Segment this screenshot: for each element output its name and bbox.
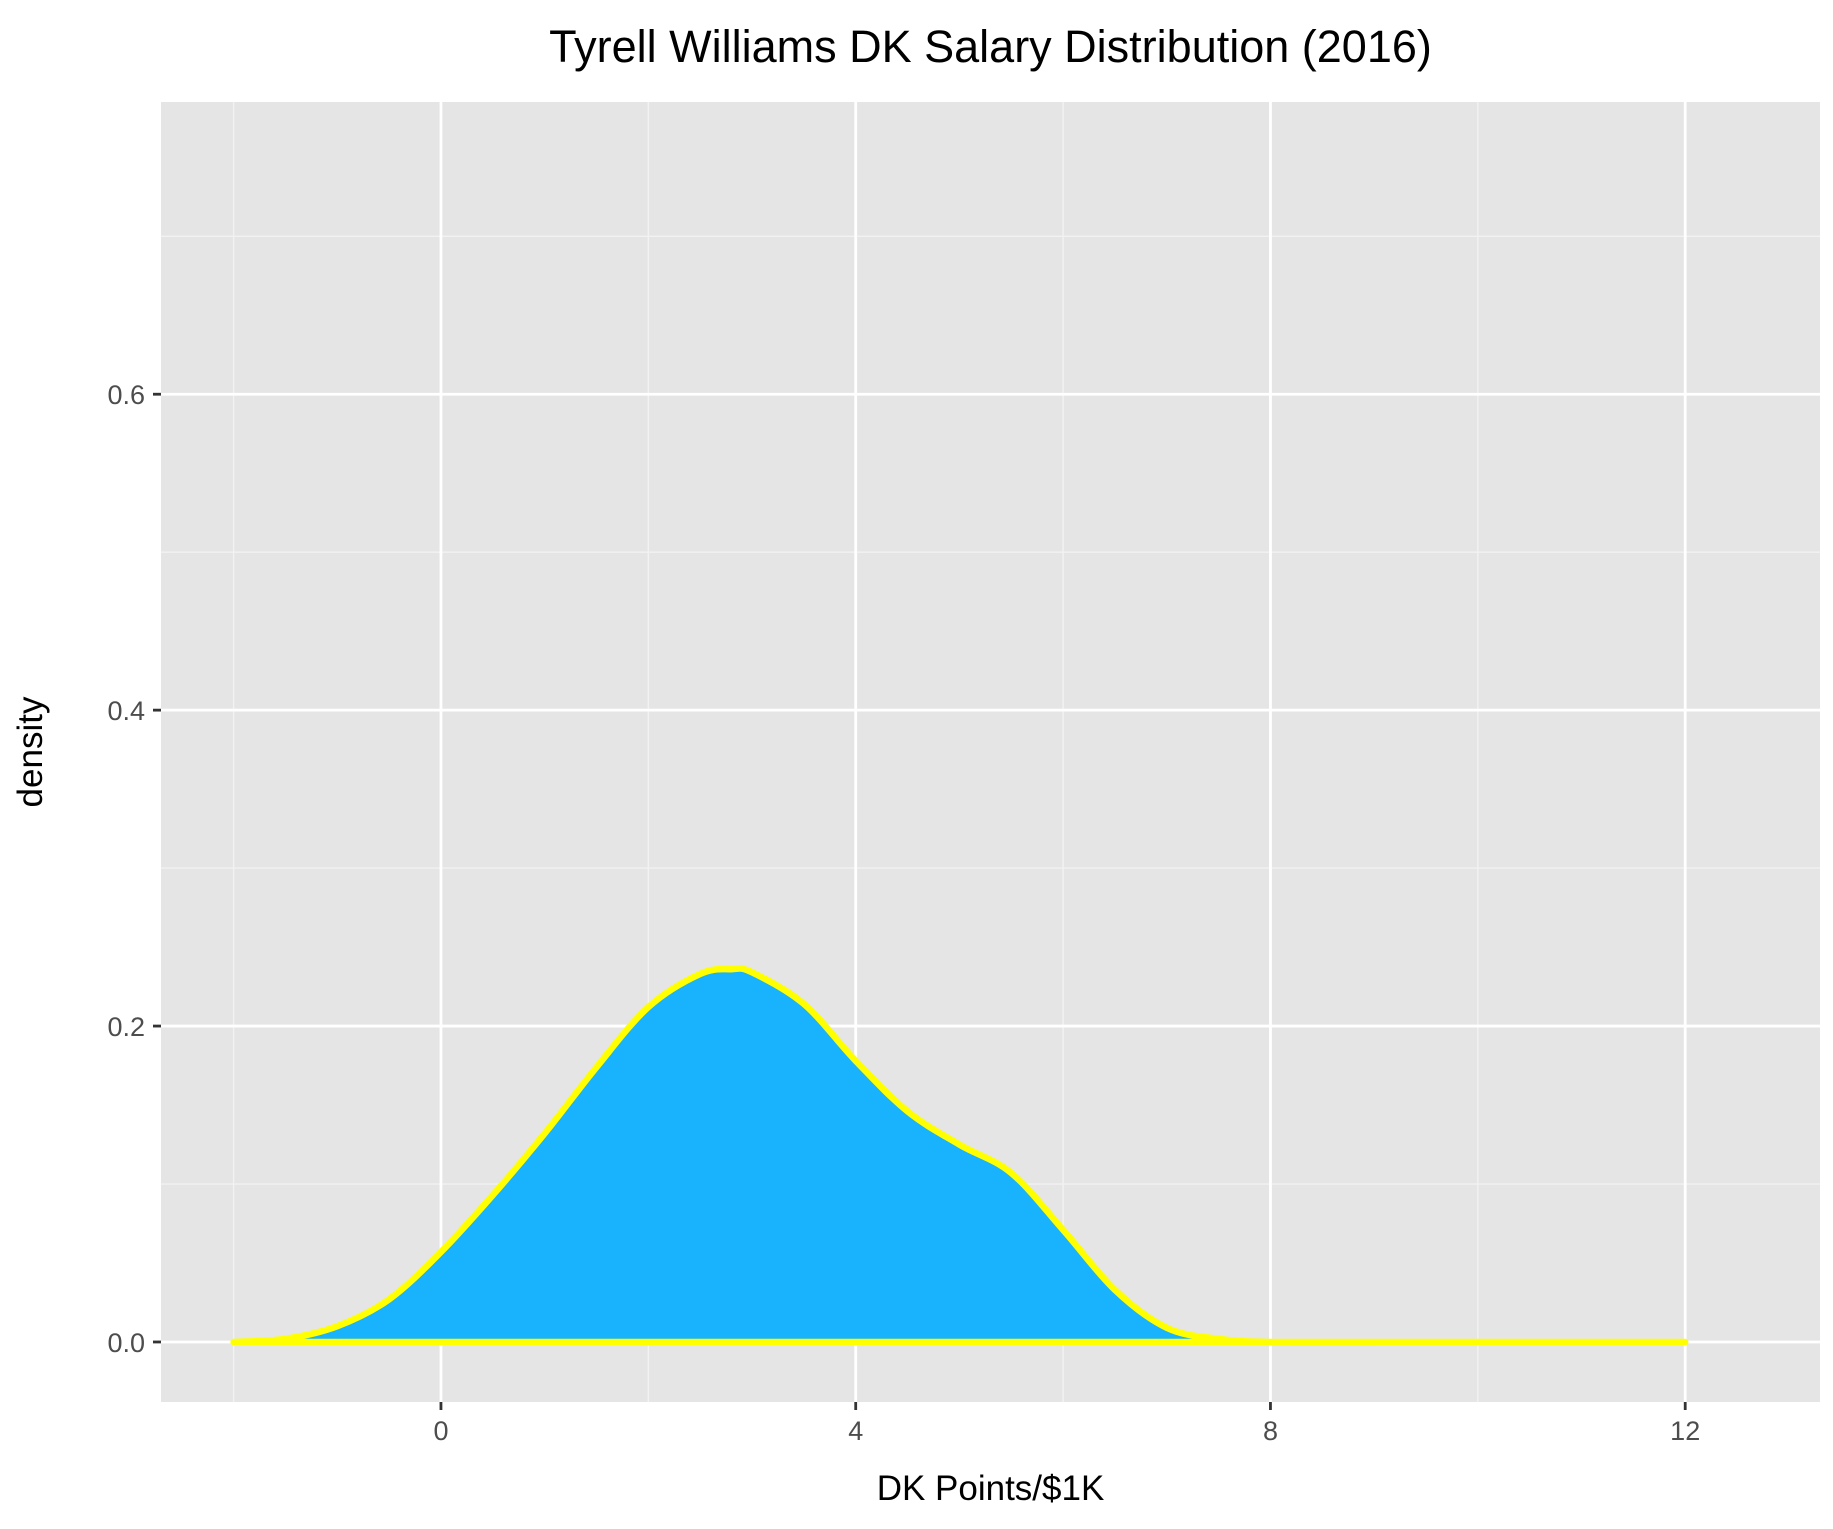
y-axis-title: density xyxy=(11,696,50,807)
axis-ticks xyxy=(153,392,1687,1410)
grid-minor-lines xyxy=(161,102,1820,1402)
x-tick-label: 0 xyxy=(433,1416,448,1446)
y-tick-label: 0.2 xyxy=(107,1012,145,1042)
y-tick-label: 0.4 xyxy=(107,696,145,726)
tick-labels: 0 4 8 12 0.0 0.2 0.4 0.6 xyxy=(107,380,1700,1446)
chart-title: Tyrell Williams DK Salary Distribution (… xyxy=(549,21,1432,72)
y-tick-label: 0.6 xyxy=(107,380,145,410)
series-layer xyxy=(230,965,1689,1346)
density-outline xyxy=(230,965,1689,1346)
y-tick-label: 0.0 xyxy=(107,1328,145,1358)
x-tick-label: 4 xyxy=(848,1416,863,1446)
x-axis-title: DK Points/$1K xyxy=(877,1469,1105,1508)
x-tick-label: 8 xyxy=(1263,1416,1278,1446)
density-area-fill xyxy=(233,968,1686,1343)
x-tick-label: 12 xyxy=(1670,1416,1700,1446)
